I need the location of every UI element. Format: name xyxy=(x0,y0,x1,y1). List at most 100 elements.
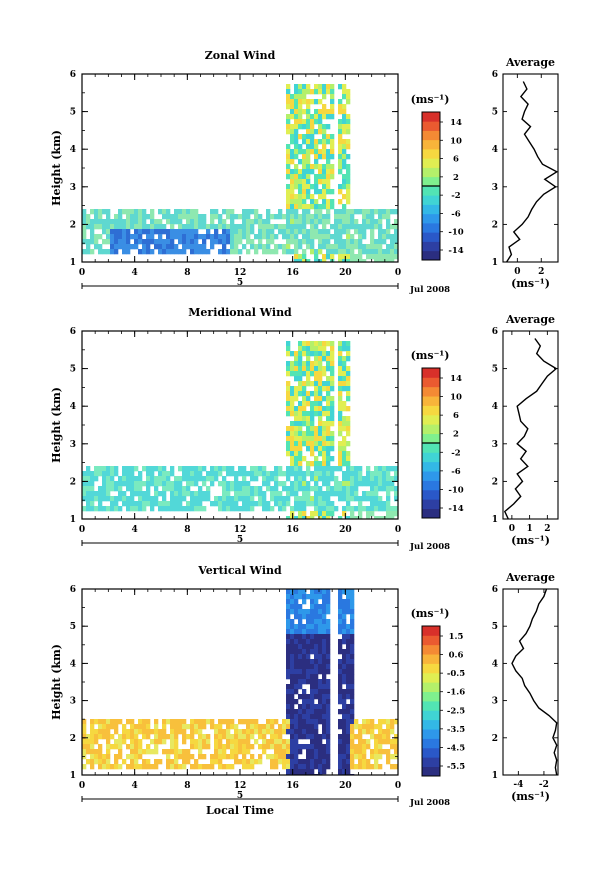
colorbar-swatch xyxy=(422,112,440,122)
profile-x-label: (ms⁻¹) xyxy=(511,277,550,290)
profile-y-tick-label: 4 xyxy=(492,145,498,155)
colorbar-tick-label: 1.5 xyxy=(449,632,464,642)
colorbar-swatch xyxy=(422,130,440,141)
colorbar-tick-label: 2 xyxy=(453,173,459,183)
x-tick-label: 0 xyxy=(395,781,401,791)
colorbar-tick-label: 10 xyxy=(450,136,462,146)
profile-x-tick-label: -4 xyxy=(513,780,523,790)
colorbar-tick-label: -0.5 xyxy=(447,669,465,679)
colorbar-swatch xyxy=(422,433,440,444)
profile-y-tick-label: 1 xyxy=(492,258,498,268)
x-tick-label: 20 xyxy=(339,781,352,791)
profile-y-tick-label: 1 xyxy=(492,515,498,525)
profile-x-tick-label: 0 xyxy=(514,267,520,277)
profile-frame xyxy=(502,330,559,520)
profile-y-tick-label: 6 xyxy=(492,327,498,337)
profile-y-tick-label: 1 xyxy=(492,771,498,781)
x-tick-label: 20 xyxy=(339,268,352,278)
colorbar-swatch xyxy=(422,635,440,646)
colorbar-swatch xyxy=(422,672,440,683)
x-tick-label: 4 xyxy=(132,525,138,535)
colorbar-swatch xyxy=(422,471,440,481)
heatmap-field xyxy=(82,341,398,519)
profile-line xyxy=(503,338,558,519)
colorbar-tick-label: -2.5 xyxy=(447,706,465,716)
y-tick-label: 6 xyxy=(70,327,76,337)
profile-y-tick-label: 6 xyxy=(492,70,498,80)
date-marker: 5 xyxy=(237,535,243,545)
colorbar-tick-label: -10 xyxy=(448,485,463,495)
y-tick-label: 6 xyxy=(70,585,76,595)
colorbar-swatch xyxy=(422,223,440,233)
colorbar-tick-label: -5.5 xyxy=(447,762,465,772)
date-marker: 5 xyxy=(237,278,243,288)
profile-x-tick-label: 0 xyxy=(509,524,515,534)
x-tick-label: 8 xyxy=(184,525,190,535)
colorbar-swatch xyxy=(422,480,440,491)
profile-y-tick-label: 3 xyxy=(492,183,498,193)
profile-y-tick-label: 3 xyxy=(492,440,498,450)
colorbar-swatch xyxy=(422,644,440,655)
colorbar-swatch xyxy=(422,396,440,406)
colorbar-swatch xyxy=(422,167,440,178)
date-label: Jul 2008 xyxy=(409,542,450,552)
profile-x-tick-label: 2 xyxy=(538,267,544,277)
colorbar-swatch xyxy=(422,250,440,261)
colorbar-swatch xyxy=(422,158,440,168)
colorbar-tick-label: 2 xyxy=(453,430,459,440)
y-tick-label: 1 xyxy=(70,771,76,781)
profile-y-tick-label: 5 xyxy=(492,108,498,118)
x-tick-label: 8 xyxy=(184,268,190,278)
profile-x-tick-label: -2 xyxy=(539,780,549,790)
profile-y-tick-label: 2 xyxy=(492,477,498,487)
colorbar-swatch xyxy=(422,719,440,730)
colorbar: 14 10 6 2 -2 -6 -10 -14 (ms⁻¹) xyxy=(411,93,464,261)
y-tick-label: 2 xyxy=(70,220,76,230)
profile-x-label: (ms⁻¹) xyxy=(511,534,550,547)
x-tick-label: 0 xyxy=(79,781,85,791)
profile-y-tick-label: 2 xyxy=(492,734,498,744)
profile-title: Average xyxy=(505,56,555,69)
y-tick-label: 2 xyxy=(70,477,76,487)
y-tick-label: 5 xyxy=(70,365,76,375)
colorbar-swatch xyxy=(422,204,440,215)
date-marker: 5 xyxy=(237,791,243,801)
colorbar-tick-label: -2 xyxy=(451,448,461,458)
colorbar-swatch xyxy=(422,691,440,702)
colorbar-tick-label: -2 xyxy=(451,191,461,201)
colorbar-swatch xyxy=(422,663,440,674)
colorbar-tick-label: -14 xyxy=(448,246,463,256)
x-tick-label: 12 xyxy=(234,268,247,278)
x-tick-label: 16 xyxy=(286,781,299,791)
chart-title: Zonal Wind xyxy=(205,49,276,62)
y-tick-label: 1 xyxy=(70,258,76,268)
colorbar-swatch xyxy=(422,654,440,664)
profile-frame xyxy=(502,73,559,263)
colorbar-swatch xyxy=(422,729,440,739)
colorbar-swatch xyxy=(422,414,440,425)
colorbar-swatch xyxy=(422,626,440,636)
colorbar-swatch xyxy=(422,747,440,758)
colorbar-tick-label: -6 xyxy=(451,209,461,219)
colorbar-swatch xyxy=(422,766,440,777)
y-tick-label: 3 xyxy=(70,183,76,193)
y-axis-label: Height (km) xyxy=(50,130,63,206)
date-label: Jul 2008 xyxy=(409,798,450,808)
colorbar-swatch xyxy=(422,368,440,378)
colorbar-tick-label: 6 xyxy=(453,411,459,421)
y-tick-label: 3 xyxy=(70,697,76,707)
y-tick-label: 4 xyxy=(70,402,76,412)
colorbar-swatch xyxy=(422,405,440,416)
profile-title: Average xyxy=(505,313,555,326)
profile-line xyxy=(506,81,558,262)
x-tick-label: 0 xyxy=(79,525,85,535)
colorbar-tick-label: 14 xyxy=(450,374,462,384)
colorbar-swatch xyxy=(422,176,440,187)
chart-title: Meridional Wind xyxy=(188,306,292,319)
profile-y-tick-label: 6 xyxy=(492,585,498,595)
x-tick-label: 12 xyxy=(234,525,247,535)
